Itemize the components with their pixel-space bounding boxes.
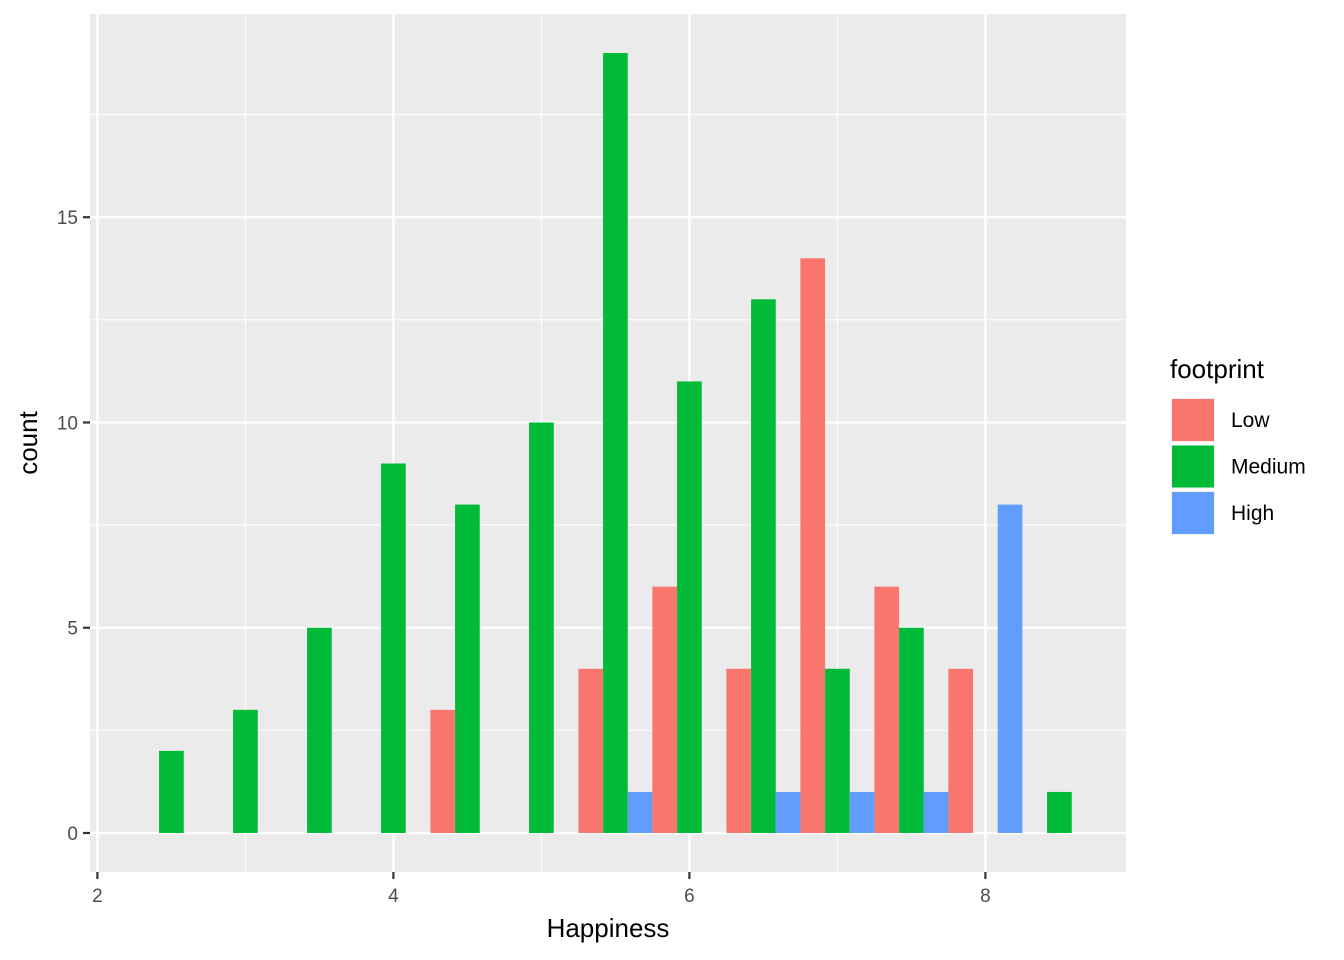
bar-medium-7_5 [899,627,924,833]
legend-swatch-medium [1172,445,1214,488]
bar-low-5_5 [578,668,604,833]
y-axis-title: count [13,410,43,474]
bar-medium-2_5 [159,750,184,833]
bar-low-7_5 [874,586,900,833]
bar-medium-4 [381,463,406,833]
legend-label-high: High [1231,502,1274,525]
bars [159,53,1072,833]
x-axis-title: Happiness [547,913,670,943]
bar-medium-6 [677,381,702,833]
bar-low-7 [800,258,826,833]
bar-medium-8_5 [1047,791,1072,833]
legend-items: Low Medium High [1171,398,1306,535]
bar-medium-5 [529,422,554,833]
x-tick-label: 8 [980,886,991,907]
bar-high-7 [849,791,875,833]
bar-high-7_5 [923,791,949,833]
x-tick-label: 4 [388,886,399,907]
legend-swatch-low [1172,399,1214,441]
bar-high-8 [997,504,1023,833]
legend-label-low: Low [1231,409,1270,432]
bar-medium-6_5 [751,299,776,833]
x-tick-label: 6 [684,886,695,907]
y-axis: 0 5 10 15 [57,208,90,845]
bar-low-6 [652,586,678,833]
legend-swatch-high [1172,492,1214,534]
bar-low-6_5 [726,668,752,833]
y-tick-label: 15 [57,208,78,229]
legend: footprint Low Medium High [1170,354,1306,535]
bar-medium-3_5 [307,627,332,833]
bar-medium-7 [825,668,850,833]
bar-high-6_5 [775,791,801,833]
legend-label-medium: Medium [1231,456,1306,479]
legend-title: footprint [1170,354,1265,384]
bar-high-5_5 [627,791,653,833]
bar-low-8 [948,668,974,833]
bar-medium-4_5 [455,504,480,833]
x-tick-label: 2 [92,886,103,907]
y-tick-label: 0 [67,824,78,845]
bar-low-4_5 [430,709,456,833]
y-tick-label: 10 [57,413,78,434]
x-axis: 2 4 6 8 [92,872,991,907]
bar-medium-5_5 [603,53,628,833]
y-tick-label: 5 [67,619,78,640]
bar-medium-3 [233,709,258,833]
